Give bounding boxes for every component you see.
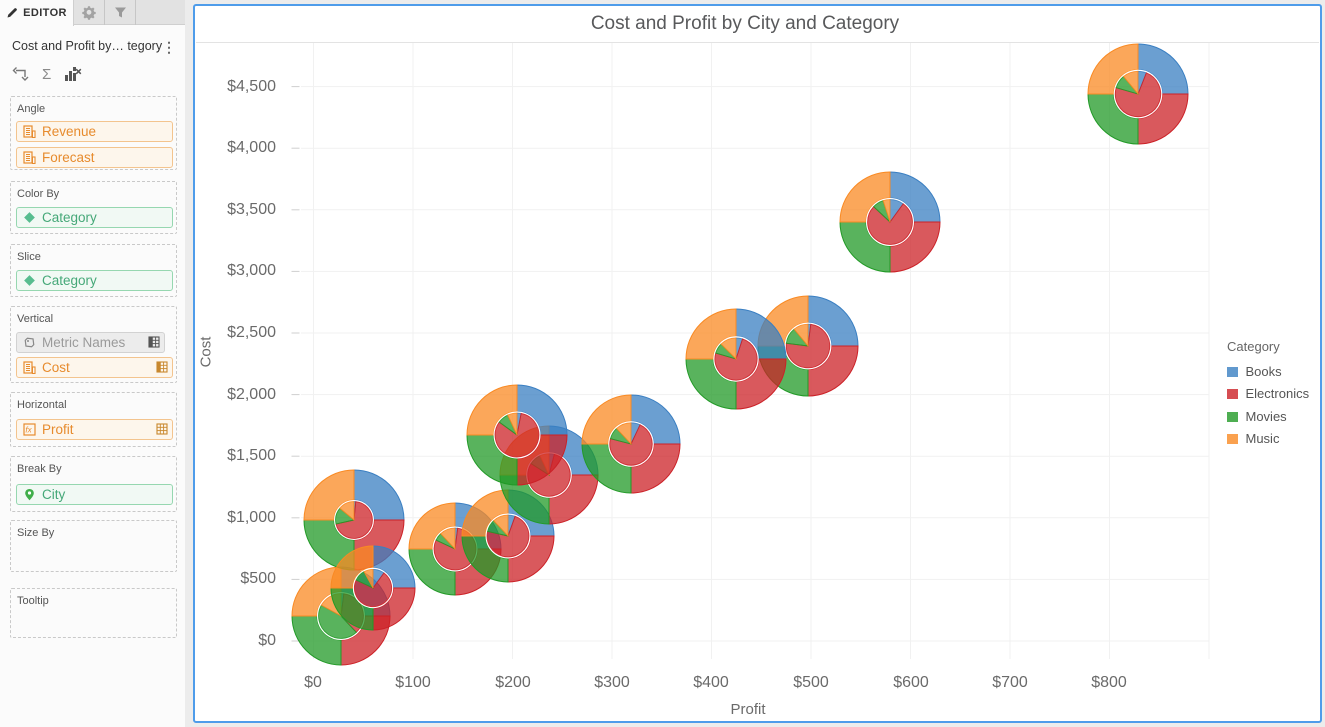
svg-text:fx: fx [25, 426, 32, 435]
